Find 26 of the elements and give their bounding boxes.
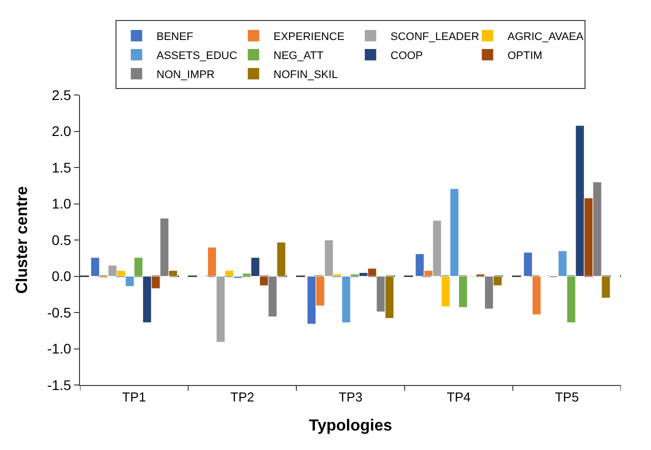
legend-label: NEG_ATT (274, 50, 324, 62)
legend-label: OPTIM (508, 50, 542, 62)
y-tick-label: 2.0 (52, 123, 72, 140)
y-tick-label: 0.0 (52, 268, 72, 284)
legend-label: BENEF (156, 30, 194, 43)
y-tick-label: 1.5 (52, 159, 72, 176)
x-axis-title: Typologies (308, 417, 392, 434)
y-tick-label: -1.5 (47, 376, 72, 393)
x-tick-label: TP5 (554, 390, 579, 405)
legend-label: ASSETS_EDUC (156, 50, 238, 62)
y-axis-title: Cluster centre (14, 186, 31, 294)
y-tick-label: 2.5 (52, 86, 72, 103)
legend-label: SCONF_LEADER (390, 30, 480, 43)
x-tick-label: TP2 (230, 390, 254, 405)
y-tick-label: -1.0 (47, 340, 72, 357)
x-tick-label: TP4 (446, 390, 471, 405)
legend-label: NOFIN_SKIL (274, 68, 338, 81)
x-tick-label: TP3 (338, 390, 362, 405)
y-tick-label: 0.5 (52, 232, 72, 248)
x-tick-label: TP1 (122, 390, 146, 405)
legend-label: AGRIC_AVAEA (508, 30, 584, 43)
y-tick-label: -0.5 (47, 304, 72, 320)
legend-label: NON_IMPR (156, 68, 215, 81)
y-tick-label: 1.0 (52, 196, 72, 212)
legend-label: COOP (390, 50, 423, 62)
legend-label: EXPERIENCE (274, 30, 344, 43)
